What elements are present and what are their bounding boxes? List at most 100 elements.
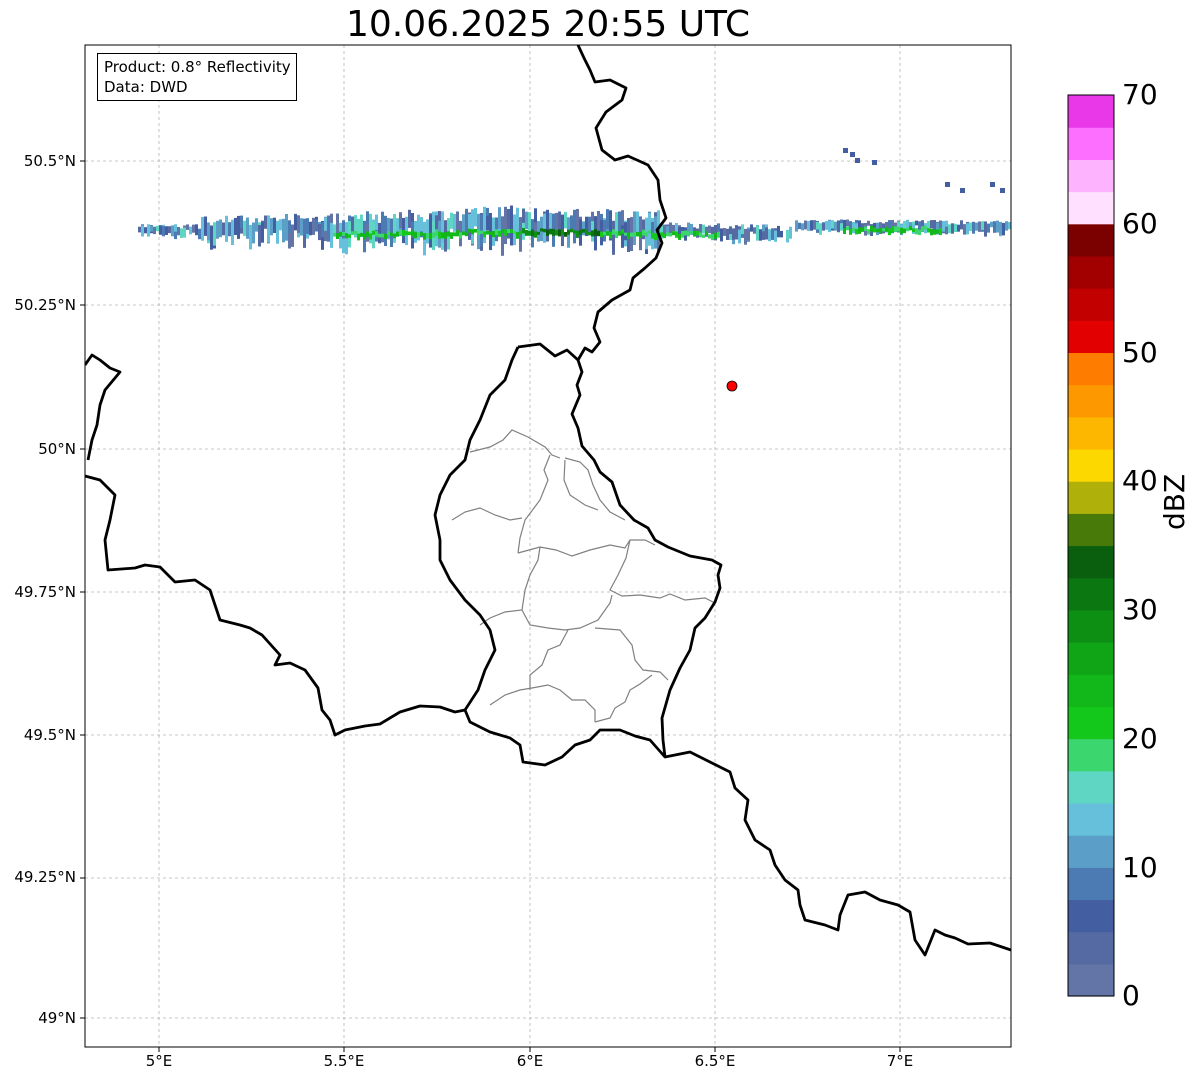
radar-echo-core [885,226,888,232]
radar-echo-core [900,227,903,234]
axis-tick-marks [80,160,901,1052]
colorbar-tick-label: 50 [1122,336,1158,369]
radar-echo-core [444,232,447,239]
radar-echo-pixel [888,220,891,232]
lat-tick-label: 50.25°N [14,296,76,314]
radar-echo-core [363,233,366,240]
radar-echo-pixel [246,217,249,239]
radar-echo-pixel [633,211,636,245]
radar-echo-pixel [228,222,231,237]
radar-echo-pixel [483,206,486,244]
radar-echo-core [540,228,543,232]
lat-tick-label: 49.75°N [14,583,76,601]
radar-echo-pixel [744,228,747,245]
radar-echo-core [447,231,450,237]
radar-echo-pixel [189,226,192,232]
radar-echo-pixel [237,215,240,239]
radar-echo-pixel [966,223,969,235]
radar-echo-pixel [915,220,918,226]
radar-echo-pixel [588,216,591,235]
radar-echo-core [507,229,510,234]
radar-echo-core [375,231,378,237]
radar-echo-pixel [162,226,165,237]
radar-echo-core [867,229,870,235]
radar-echo-pixel [468,213,471,232]
colorbar-label: dBZ [1158,473,1191,530]
radar-echo-core [333,232,336,237]
colorbar-segment [1068,223,1114,257]
radar-echo-pixel [972,222,975,234]
radar-echo-core [588,232,591,236]
radar-echo-core [531,229,534,237]
radar-echo-pixel [762,224,765,240]
radar-echo-pixel [801,223,804,231]
radar-echo-pixel [192,224,195,233]
radar-echo-pixel [150,225,153,232]
radar-echo-pixel [603,220,606,242]
radar-echo-pixel [534,213,537,235]
radar-echo-core [504,229,507,236]
radar-echo-pixel [465,208,468,233]
radar-echo-pixel [288,220,291,234]
radar-echo-pixel [663,224,666,238]
radar-echo-pixel [180,228,183,238]
radar-echo-pixel [795,220,798,228]
radar-echo-core [603,231,606,236]
radar-echo-pixel [657,210,660,228]
lat-tick-label: 49.25°N [14,868,76,886]
radar-echo-core [855,229,858,235]
colorbar-tick-label: 40 [1122,464,1158,497]
radar-echo-pixel [978,221,981,232]
lon-tick-label: 7°E [886,1052,914,1070]
radar-echo-pixel [726,228,729,240]
radar-echo-core [696,230,699,236]
radar-echo-pixel [522,208,525,240]
radar-echo-core [522,228,525,234]
radar-echo-pixel [654,216,657,249]
radar-echo-pixel [810,220,813,231]
radar-echo-core [939,228,942,236]
radar-echo-pixel [399,222,402,237]
radar-echo-pixel [648,212,651,246]
radar-echo-core [468,228,471,233]
radar-echo-core [702,234,705,238]
radar-echo-pixel [852,222,855,234]
radar-echo-core [471,229,474,235]
colorbar-segment [1068,963,1114,997]
radar-echo-pixel [690,223,693,235]
radar-echo-pixel [315,219,318,232]
lat-tick-label: 50.5°N [23,152,76,170]
radar-echo-core [498,230,501,237]
radar-echo-pixel [381,212,384,238]
radar-echo-pixel [234,217,237,235]
radar-echo-pixel [285,214,288,241]
radar-echo-pixel [543,213,546,243]
radar-echo-pixel [357,218,360,239]
radar-echo-core [399,229,402,235]
radar-echo-pixel [249,224,252,250]
colorbar-segment [1068,674,1114,707]
radar-echo-pixel [699,224,702,238]
radar-echo-pixel [171,225,174,237]
radar-echo-core [579,229,582,235]
radar-echo-pixel [534,208,537,223]
radar-echo-pixel [819,223,822,235]
radar-echo-pixel [840,219,843,226]
radar-echo-core [615,231,618,238]
radar-echo-pixel [987,223,990,233]
radar-echo-pixel [417,214,420,241]
lon-tick-label: 6.5°E [694,1052,736,1070]
radar-echo-pixel [294,214,297,231]
radar-echo-pixel [297,215,300,233]
radar-echo-pixel [774,230,777,242]
radar-echo-pixel [768,229,771,241]
radar-echo-pixel [963,224,966,235]
radar-echo-core [897,226,900,232]
radar-echo-pixel [525,211,528,229]
radar-echo-pixel [597,211,600,234]
radar-echo-core [336,233,339,239]
radar-echo-core [534,231,537,238]
radar-echo-cell [855,158,860,163]
radar-echo-core [651,232,654,239]
radar-echo-pixel [678,227,681,238]
